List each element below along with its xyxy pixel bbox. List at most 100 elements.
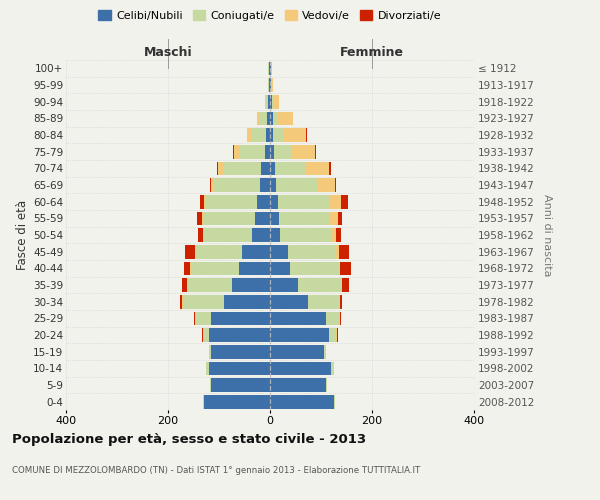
Bar [270,178,276,192]
Bar [339,262,340,275]
Bar [235,145,239,158]
Bar [196,312,211,325]
Y-axis label: Fasce di età: Fasce di età [16,200,29,270]
Bar [270,95,272,108]
Bar [270,245,288,258]
Bar [223,162,261,175]
Bar [315,145,316,158]
Bar [278,195,329,208]
Bar [308,295,339,308]
Bar [275,162,306,175]
Bar [272,128,283,142]
Bar [279,212,330,225]
Bar [211,345,270,358]
Bar [260,178,270,192]
Bar [323,345,326,358]
Bar [204,212,254,225]
Bar [252,228,270,242]
Bar [197,228,203,242]
Bar [272,78,273,92]
Bar [341,195,347,208]
Bar [191,262,239,275]
Bar [329,162,331,175]
Bar [224,295,270,308]
Bar [283,128,306,142]
Bar [288,245,337,258]
Bar [338,212,342,225]
Bar [254,212,270,225]
Bar [337,328,338,342]
Bar [257,112,260,125]
Bar [193,312,195,325]
Bar [242,245,270,258]
Text: COMUNE DI MEZZOLOMBARDO (TN) - Dati ISTAT 1° gennaio 2013 - Elaborazione TUTTITA: COMUNE DI MEZZOLOMBARDO (TN) - Dati ISTA… [12,466,420,475]
Bar [204,195,206,208]
Bar [337,245,339,258]
Bar [202,328,203,342]
Bar [200,195,204,208]
Bar [340,295,343,308]
Bar [251,128,266,142]
Bar [239,262,270,275]
Text: Popolazione per età, sesso e stato civile - 2013: Popolazione per età, sesso e stato civil… [12,432,366,446]
Bar [339,295,340,308]
Bar [203,228,204,242]
Bar [326,312,339,325]
Bar [214,178,260,192]
Bar [184,262,190,275]
Bar [331,362,334,375]
Bar [188,278,232,292]
Bar [217,162,218,175]
Bar [269,78,270,92]
Bar [343,278,349,292]
Bar [232,278,270,292]
Bar [270,145,274,158]
Bar [268,112,270,125]
Bar [326,378,327,392]
Bar [280,228,331,242]
Bar [331,228,337,242]
Bar [340,262,350,275]
Bar [268,78,269,92]
Bar [278,112,293,125]
Bar [335,178,336,192]
Bar [334,395,335,408]
Bar [210,178,211,192]
Bar [260,112,268,125]
Bar [270,162,275,175]
Legend: Celibi/Nubili, Coniugati/e, Vedovi/e, Divorziati/e: Celibi/Nubili, Coniugati/e, Vedovi/e, Di… [96,8,444,23]
Bar [290,262,339,275]
Bar [239,145,265,158]
Bar [266,128,270,142]
Bar [247,128,251,142]
Bar [204,395,270,408]
Bar [184,295,224,308]
Bar [270,112,272,125]
Bar [329,195,341,208]
Bar [190,262,191,275]
Text: Femmine: Femmine [340,46,404,59]
Bar [270,378,326,392]
Bar [195,312,196,325]
Bar [261,162,270,175]
Bar [317,178,335,192]
Bar [187,278,188,292]
Y-axis label: Anni di nascita: Anni di nascita [542,194,551,276]
Bar [270,262,290,275]
Bar [203,395,204,408]
Bar [206,195,257,208]
Bar [337,228,341,242]
Bar [204,328,209,342]
Bar [266,95,268,108]
Bar [341,278,343,292]
Bar [265,95,266,108]
Bar [268,95,270,108]
Bar [274,145,292,158]
Bar [270,362,331,375]
Bar [270,212,279,225]
Bar [202,212,204,225]
Bar [204,228,252,242]
Bar [276,178,317,192]
Bar [306,162,329,175]
Text: Maschi: Maschi [143,46,193,59]
